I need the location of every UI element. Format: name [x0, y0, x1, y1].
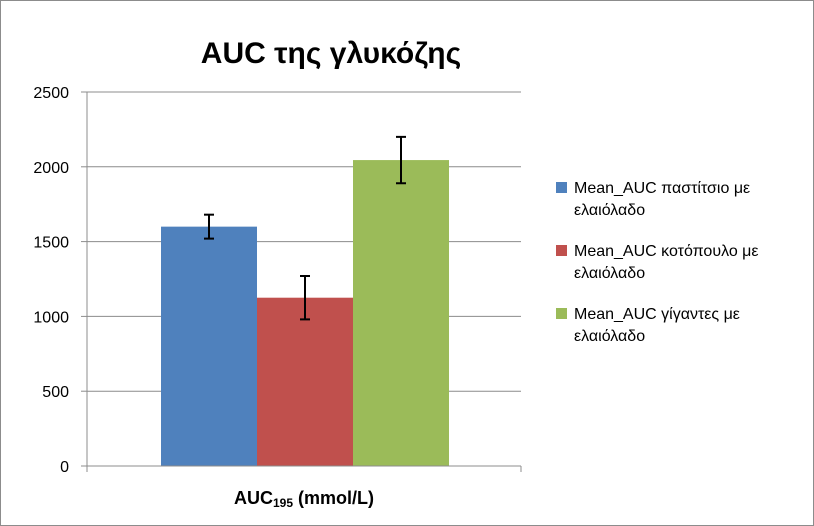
y-tick-label: 1000 — [33, 309, 69, 326]
legend-swatch — [556, 245, 567, 256]
legend-entry-line: ελαιόλαδο — [574, 328, 645, 345]
legend-entry-line: Mean_AUC παστίτσιο με — [574, 180, 750, 197]
chart-title: AUC της γλυκόζης — [201, 37, 461, 70]
x-axis-label-unit: (mmol/L) — [293, 488, 374, 508]
y-tick-labels: 0 500 1000 1500 2000 2500 — [33, 85, 69, 476]
legend-swatch — [556, 308, 567, 319]
y-tick-label: 2500 — [33, 85, 69, 102]
legend-entry-line: ελαιόλαδο — [574, 265, 645, 282]
legend-entry-line: Mean_AUC κοτόπουλο με — [574, 243, 759, 260]
legend-entry: Mean_AUC παστίτσιο με ελαιόλαδο — [574, 180, 750, 219]
legend-entry: Mean_AUC κοτόπουλο με ελαιόλαδο — [574, 243, 759, 282]
axes — [86, 92, 522, 472]
x-axis-label: AUC195 (mmol/L) — [234, 488, 374, 510]
legend-entry: Mean_AUC γίγαντες με ελαιόλαδο — [574, 306, 740, 345]
legend-entry-line: Mean_AUC γίγαντες με — [574, 306, 740, 323]
y-tick-label: 2000 — [33, 160, 69, 177]
x-axis-label-main: AUC — [234, 488, 273, 508]
legend-entry-line: ελαιόλαδο — [574, 202, 645, 219]
bars — [161, 160, 449, 466]
bar — [353, 160, 449, 466]
error-bars — [204, 135, 406, 321]
y-tick-label: 500 — [42, 384, 69, 401]
x-axis-label-subscript: 195 — [273, 496, 293, 510]
bar — [161, 226, 257, 466]
bar — [257, 297, 353, 466]
y-tick-label: 0 — [60, 459, 69, 476]
y-tick-label: 1500 — [33, 235, 69, 252]
legend-swatch — [556, 182, 567, 193]
